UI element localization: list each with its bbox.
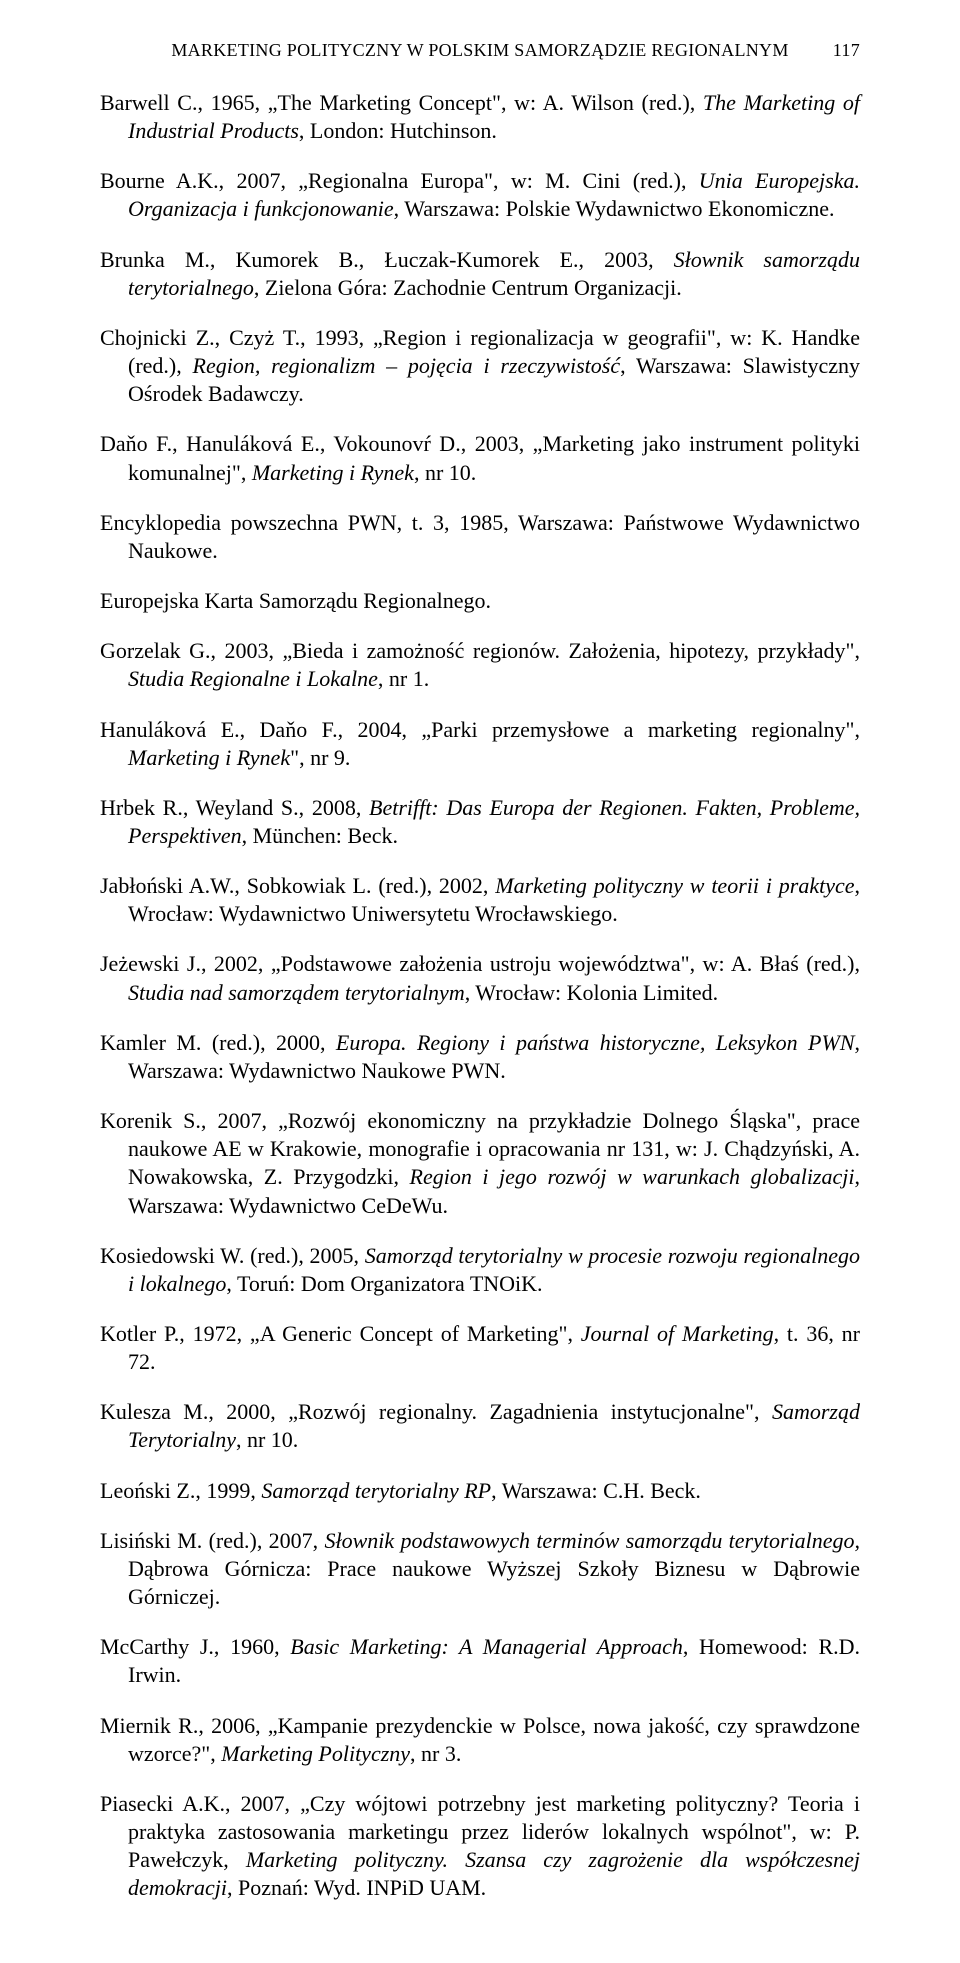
bibliography-entry: Gorzelak G., 2003, „Bieda i zamożność re… xyxy=(100,637,860,693)
bibliography-entry: Kamler M. (red.), 2000, Europa. Regiony … xyxy=(100,1029,860,1085)
bibliography-entry: Lisiński M. (red.), 2007, Słownik podsta… xyxy=(100,1527,860,1611)
bibliography-entry: Barwell C., 1965, „The Marketing Concept… xyxy=(100,89,860,145)
bibliography-entry: Encyklopedia powszechna PWN, t. 3, 1985,… xyxy=(100,509,860,565)
bibliography-entry: Bourne A.K., 2007, „Regionalna Europa", … xyxy=(100,167,860,223)
header-spacer xyxy=(100,40,140,61)
bibliography-entry: Europejska Karta Samorządu Regionalnego. xyxy=(100,587,860,615)
bibliography-entry: Kosiedowski W. (red.), 2005, Samorząd te… xyxy=(100,1242,860,1298)
header-title: MARKETING POLITYCZNY W POLSKIM SAMORZĄDZ… xyxy=(140,40,820,61)
bibliography-entry: Hanuláková E., Daňo F., 2004, „Parki prz… xyxy=(100,716,860,772)
bibliography-entry: Daňo F., Hanuláková E., Vokounovŕ D., 20… xyxy=(100,430,860,486)
bibliography-entry: Korenik S., 2007, „Rozwój ekonomiczny na… xyxy=(100,1107,860,1220)
bibliography-list: Barwell C., 1965, „The Marketing Concept… xyxy=(100,89,860,1903)
bibliography-entry: Brunka M., Kumorek B., Łuczak-Kumorek E.… xyxy=(100,246,860,302)
bibliography-entry: Jabłoński A.W., Sobkowiak L. (red.), 200… xyxy=(100,872,860,928)
page-number: 117 xyxy=(820,40,860,61)
page: MARKETING POLITYCZNY W POLSKIM SAMORZĄDZ… xyxy=(0,0,960,1963)
bibliography-entry: Leoński Z., 1999, Samorząd terytorialny … xyxy=(100,1477,860,1505)
bibliography-entry: Hrbek R., Weyland S., 2008, Betrifft: Da… xyxy=(100,794,860,850)
running-header: MARKETING POLITYCZNY W POLSKIM SAMORZĄDZ… xyxy=(100,40,860,61)
bibliography-entry: Jeżewski J., 2002, „Podstawowe założenia… xyxy=(100,950,860,1006)
bibliography-entry: Miernik R., 2006, „Kampanie prezydenckie… xyxy=(100,1712,860,1768)
bibliography-entry: Chojnicki Z., Czyż T., 1993, „Region i r… xyxy=(100,324,860,408)
bibliography-entry: McCarthy J., 1960, Basic Marketing: A Ma… xyxy=(100,1633,860,1689)
bibliography-entry: Kulesza M., 2000, „Rozwój regionalny. Za… xyxy=(100,1398,860,1454)
bibliography-entry: Kotler P., 1972, „A Generic Concept of M… xyxy=(100,1320,860,1376)
bibliography-entry: Piasecki A.K., 2007, „Czy wójtowi potrze… xyxy=(100,1790,860,1903)
